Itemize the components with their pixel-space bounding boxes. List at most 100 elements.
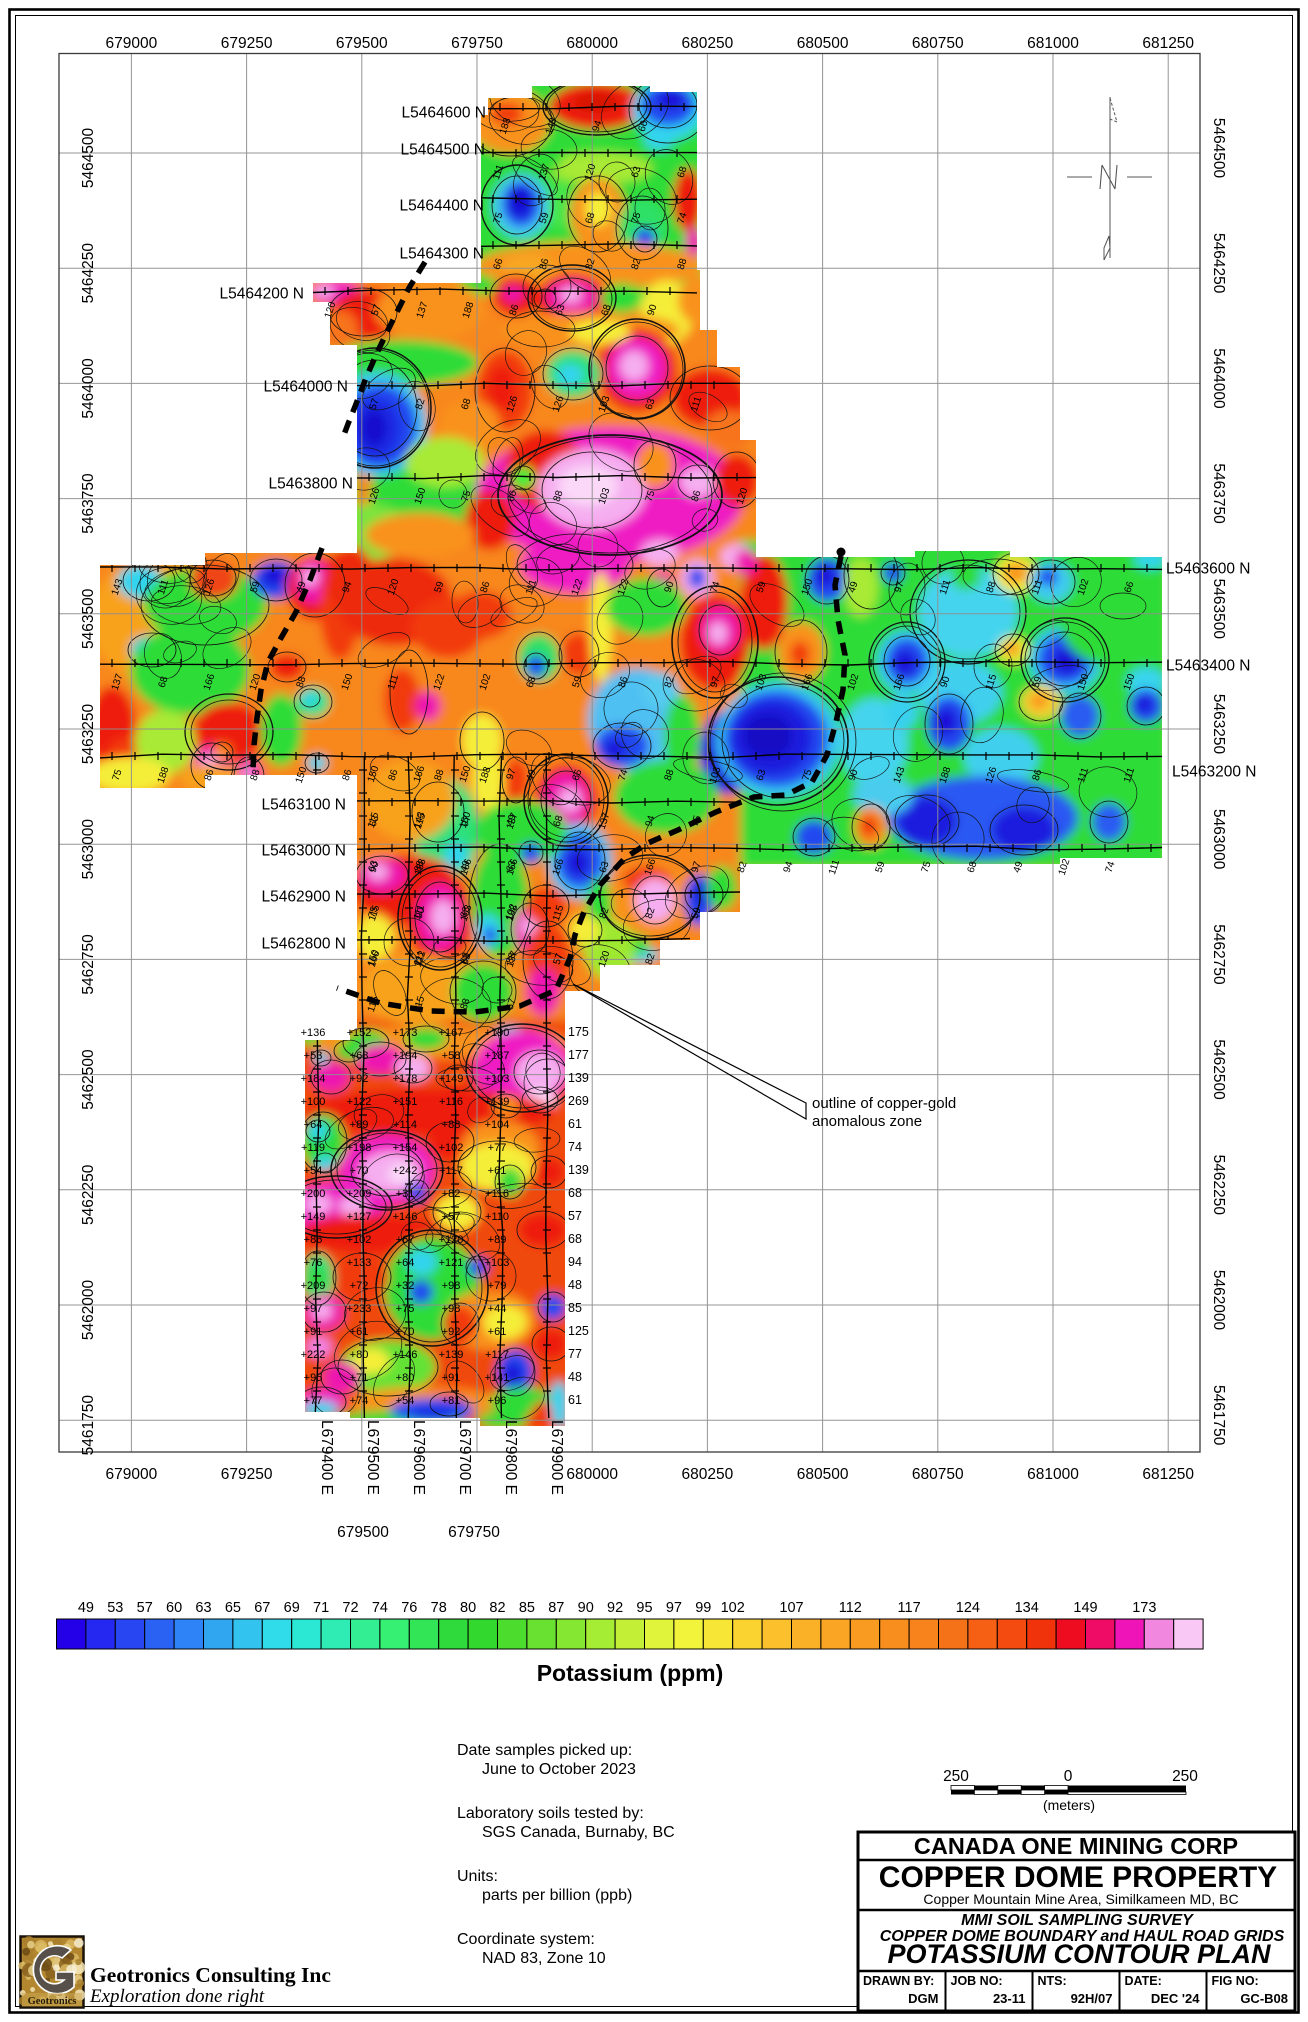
svg-text:57: 57: [368, 397, 382, 411]
svg-text:L679700 E: L679700 E: [456, 1420, 473, 1495]
svg-text:48: 48: [568, 1278, 582, 1292]
svg-text:+102: +102: [439, 1142, 464, 1154]
svg-text:+141: +141: [485, 1372, 510, 1384]
svg-text:95: 95: [636, 1600, 652, 1616]
svg-text:+222: +222: [301, 1349, 326, 1361]
svg-text:59: 59: [1031, 675, 1045, 689]
svg-text:88: 88: [249, 768, 263, 782]
svg-text:88: 88: [433, 768, 447, 782]
svg-text:+152: +152: [347, 1027, 372, 1039]
svg-text:+44: +44: [488, 1303, 507, 1315]
svg-text:188: 188: [156, 765, 172, 785]
svg-text:5462250: 5462250: [80, 1164, 97, 1225]
svg-text:+88: +88: [442, 1119, 461, 1131]
svg-text:139: 139: [568, 1071, 589, 1085]
svg-text:94: 94: [568, 1255, 582, 1269]
svg-text:63: 63: [755, 768, 769, 782]
svg-text:L679600 E: L679600 E: [410, 1420, 427, 1495]
svg-text:+121: +121: [439, 1257, 464, 1269]
svg-text:679000: 679000: [106, 1466, 158, 1483]
svg-text:59: 59: [755, 580, 769, 594]
svg-text:102: 102: [1076, 577, 1092, 597]
svg-text:L5463000 N: L5463000 N: [262, 843, 346, 860]
svg-text:+102: +102: [347, 1234, 372, 1246]
svg-text:82: 82: [489, 1600, 505, 1616]
svg-text:107: 107: [779, 1600, 803, 1616]
svg-text:L679900 E: L679900 E: [548, 1420, 565, 1495]
svg-text:111: 111: [412, 903, 427, 921]
svg-text:150: 150: [1076, 672, 1092, 692]
svg-text:66: 66: [571, 768, 585, 782]
svg-text:69: 69: [284, 1600, 300, 1616]
svg-text:+89: +89: [488, 1234, 507, 1246]
svg-text:102: 102: [721, 1600, 745, 1616]
svg-text:L5463800 N: L5463800 N: [269, 476, 353, 493]
svg-text:150: 150: [458, 764, 474, 784]
svg-text:Units:: Units:: [457, 1868, 498, 1885]
svg-text:68: 68: [459, 951, 473, 965]
svg-text:Laboratory soils tested by:: Laboratory soils tested by:: [457, 1805, 644, 1822]
svg-text:23-11: 23-11: [993, 1991, 1026, 2006]
svg-text:68: 68: [600, 303, 614, 317]
svg-text:175: 175: [568, 1025, 589, 1039]
svg-text:+76: +76: [304, 1257, 323, 1269]
svg-text:5463000: 5463000: [1210, 809, 1227, 870]
svg-text:POTASSIUM CONTOUR PLAN: POTASSIUM CONTOUR PLAN: [887, 1939, 1271, 1969]
svg-text:139: 139: [568, 1163, 589, 1177]
svg-text:137: 137: [505, 949, 521, 969]
svg-text:+89: +89: [350, 1119, 369, 1131]
svg-text:63: 63: [368, 814, 382, 828]
svg-text:+71: +71: [350, 1372, 369, 1384]
svg-text:68: 68: [676, 165, 690, 179]
svg-text:5464250: 5464250: [1210, 233, 1227, 294]
svg-text:57: 57: [552, 952, 566, 966]
svg-text:48: 48: [568, 1370, 582, 1384]
svg-text:+151: +151: [393, 1096, 418, 1108]
svg-text:150: 150: [458, 810, 474, 830]
svg-text:269: 269: [568, 1094, 589, 1108]
svg-text:+80: +80: [350, 1349, 369, 1361]
svg-text:122: 122: [413, 949, 429, 969]
svg-text:97: 97: [893, 580, 907, 594]
svg-text:85: 85: [519, 1600, 535, 1616]
svg-text:166: 166: [643, 857, 659, 877]
svg-text:+80: +80: [396, 1372, 415, 1384]
svg-text:+54: +54: [304, 1165, 323, 1177]
svg-text:+198: +198: [347, 1142, 372, 1154]
svg-text:72: 72: [342, 1600, 358, 1616]
svg-text:90: 90: [847, 768, 861, 782]
svg-text:FIG NO:: FIG NO:: [1212, 1974, 1259, 1988]
svg-text:111: 111: [524, 578, 539, 596]
svg-text:+149: +149: [301, 1211, 326, 1223]
svg-text:173: 173: [1132, 1600, 1156, 1616]
svg-text:63: 63: [630, 165, 644, 179]
svg-text:59: 59: [690, 906, 704, 920]
svg-text:90: 90: [578, 1600, 594, 1616]
svg-text:679000: 679000: [106, 35, 158, 52]
svg-text:63: 63: [195, 1600, 211, 1616]
svg-text:+77: +77: [304, 1395, 323, 1407]
svg-text:COPPER DOME BOUNDARY and HAUL: COPPER DOME BOUNDARY and HAUL ROAD GRIDS: [880, 1928, 1285, 1945]
svg-text:+116: +116: [439, 1096, 463, 1108]
svg-text:115: 115: [551, 904, 567, 923]
svg-text:82: 82: [663, 675, 677, 689]
svg-text:134: 134: [1015, 1600, 1039, 1616]
svg-text:166: 166: [367, 949, 383, 969]
svg-text:188: 188: [505, 903, 521, 923]
svg-text:49: 49: [1012, 860, 1026, 874]
svg-text:+119: +119: [301, 1142, 325, 1154]
svg-text:115: 115: [413, 812, 429, 831]
svg-text:150: 150: [340, 672, 356, 692]
svg-text:74: 74: [709, 580, 723, 594]
svg-text:+61: +61: [350, 1326, 369, 1338]
svg-text:681250: 681250: [1142, 35, 1194, 52]
svg-text:74: 74: [568, 1140, 582, 1154]
svg-text:Geotronics: Geotronics: [28, 1996, 77, 2007]
svg-text:75: 75: [367, 905, 381, 919]
svg-text:137: 137: [597, 811, 613, 831]
svg-text:+133: +133: [347, 1257, 372, 1269]
svg-text:86: 86: [203, 768, 217, 782]
svg-text:5463750: 5463750: [1210, 463, 1227, 524]
svg-text:680000: 680000: [566, 1466, 618, 1483]
svg-text:102: 102: [846, 672, 862, 692]
